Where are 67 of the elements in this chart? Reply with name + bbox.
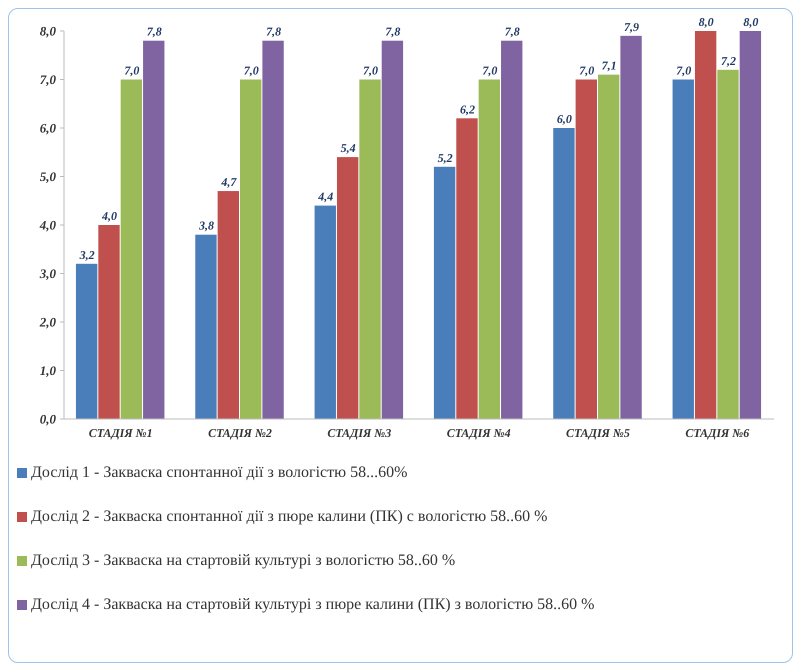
data-label: 7,8: [266, 24, 282, 39]
data-label: 7,0: [124, 64, 140, 78]
data-label: 8,0: [743, 15, 758, 29]
y-tick-label: 0,0: [40, 412, 56, 427]
y-tick-label: 7,0: [40, 72, 56, 88]
data-label: 5,4: [340, 141, 356, 156]
bar: [240, 80, 262, 419]
x-tick-label: СТАДІЯ №5: [566, 426, 630, 440]
data-label: 7,1: [602, 58, 617, 73]
data-label: 7,0: [676, 64, 692, 78]
data-label: 4,0: [100, 209, 117, 223]
x-tick-label: СТАДІЯ №3: [327, 426, 392, 440]
legend-label: Дослід 1 - Закваска спонтанної дії з вологістю 58...60%: [31, 463, 408, 483]
y-tick-label: 3,0: [38, 266, 56, 282]
y-tick-label: 2,0: [38, 314, 56, 330]
bar: [620, 36, 642, 419]
bar: [456, 118, 478, 419]
bar: [76, 264, 98, 419]
bar: [672, 80, 694, 419]
bar: [598, 74, 620, 419]
data-label: 7,9: [624, 20, 640, 34]
bar: [576, 80, 597, 419]
data-label: 4,4: [317, 190, 334, 204]
y-tick-label: 8,0: [40, 24, 56, 39]
data-label: 7,2: [721, 54, 736, 68]
x-tick-label: СТАДІЯ №2: [208, 426, 272, 440]
data-label: 7,8: [146, 24, 162, 39]
legend-label: Дослід 4 - Закваска на стартовій культурі з пюре калини (ПК) з вологістю 58..60 %: [31, 595, 594, 615]
bar: [314, 206, 336, 419]
y-tick-label: 5,0: [40, 169, 56, 184]
data-label: 7,0: [482, 64, 498, 78]
bar: [218, 191, 240, 419]
bar: [694, 31, 716, 419]
bar: [478, 80, 500, 419]
bar: [717, 70, 739, 419]
bar: [262, 40, 284, 419]
data-label: 7,8: [504, 24, 520, 39]
bar: [98, 225, 120, 419]
bar: [434, 166, 456, 419]
bar: [501, 40, 522, 419]
data-label: 6,2: [460, 102, 475, 116]
data-label: 7,8: [385, 24, 400, 39]
data-label: 7,0: [363, 64, 378, 78]
legend-label: Дослід 3 - Закваска на стартовій культурі з вологістю 58..60 %: [31, 551, 456, 571]
data-label: 6,0: [556, 112, 572, 126]
x-tick-label: СТАДІЯ №6: [685, 426, 750, 440]
data-label: 3,2: [78, 248, 95, 262]
data-label: 3,8: [198, 218, 214, 233]
bar: [143, 40, 164, 419]
y-tick-label: 4,0: [38, 218, 56, 233]
data-label: 7,0: [244, 64, 259, 78]
bar: [195, 234, 217, 419]
x-tick-label: СТАДІЯ №1: [88, 426, 153, 440]
y-tick-label: 6,0: [40, 120, 56, 136]
legend-label: Дослід 2 - Закваска спонтанної дії з пюре калини (ПК) с вологістю 58..60 %: [31, 507, 548, 527]
bar: [740, 31, 762, 419]
bar: [553, 128, 575, 419]
bar: [382, 40, 404, 419]
bar: [336, 157, 358, 419]
data-label: 7,0: [579, 64, 594, 78]
data-label: 8,0: [698, 15, 714, 29]
x-tick-label: СТАДІЯ №4: [446, 426, 511, 440]
y-tick-label: 1,0: [40, 363, 56, 378]
data-label: 5,2: [438, 150, 453, 165]
bar: [359, 80, 381, 419]
bar: [120, 80, 142, 419]
data-label: 4,7: [220, 175, 238, 190]
